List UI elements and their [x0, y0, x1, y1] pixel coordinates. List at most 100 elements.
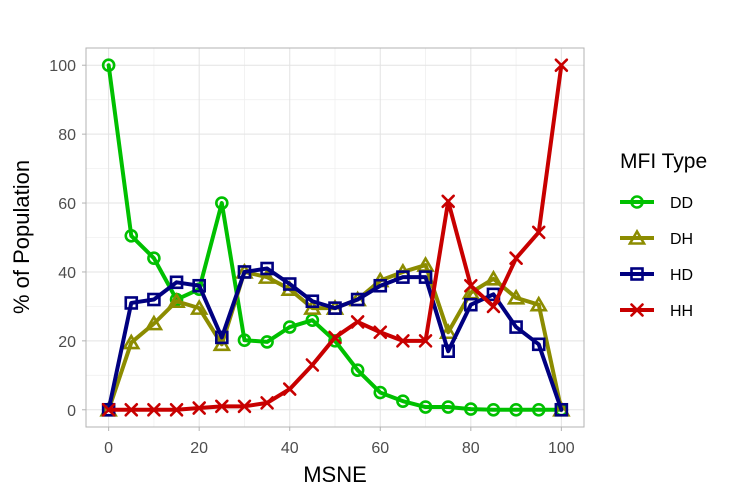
x-tick-label: 60 — [371, 440, 389, 457]
data-point-dh — [506, 288, 526, 305]
legend: MFI Type DD DH HD HH — [620, 150, 707, 320]
y-tick-label: 0 — [67, 403, 76, 420]
series-line-dd — [106, 63, 564, 412]
data-point-hd — [396, 270, 410, 284]
y-tick-label: 40 — [58, 265, 76, 282]
legend-item-dh: DH — [620, 228, 693, 248]
data-point-hd — [237, 265, 252, 279]
data-point-dd — [260, 335, 274, 349]
data-point-hd — [418, 270, 433, 284]
data-point-hd — [215, 330, 229, 345]
data-point-dd — [418, 400, 433, 414]
data-point-hh — [531, 225, 546, 240]
legend-label-dd: DD — [670, 195, 693, 212]
data-point-dd — [124, 228, 139, 243]
data-point-hh — [328, 330, 342, 345]
data-point-hh — [260, 396, 274, 410]
y-tick-label: 100 — [49, 58, 76, 75]
data-point-hh — [554, 58, 569, 73]
data-point-dh — [122, 333, 141, 350]
data-point-hh — [396, 334, 410, 348]
data-point-hh — [101, 402, 116, 417]
data-point-dd — [373, 385, 388, 400]
x-tick-label: 80 — [462, 440, 480, 457]
data-point-dd — [531, 402, 546, 417]
data-point-hh — [282, 382, 297, 396]
legend-item-hh: HH — [620, 303, 693, 320]
data-point-hd — [531, 337, 546, 352]
data-point-hh — [350, 315, 365, 329]
data-point-hh — [215, 399, 229, 414]
legend-label-dh: DH — [670, 231, 693, 248]
series-dd — [101, 58, 569, 417]
legend-item-hd: HD — [620, 267, 693, 284]
data-point-hh — [486, 299, 501, 314]
legend-label-hh: HH — [670, 303, 693, 320]
panel-border — [85, 47, 585, 428]
data-point-hd — [147, 292, 161, 307]
x-tick-label: 20 — [190, 440, 208, 457]
data-point-dd — [441, 400, 455, 414]
y-axis-ticks: 0 20 40 60 80 100 — [49, 58, 86, 420]
legend-keys: DD DH HD HH — [620, 195, 693, 320]
data-point-dh — [144, 314, 164, 331]
data-point-hd — [169, 275, 184, 290]
x-tick-label: 100 — [548, 440, 575, 457]
data-point-hd — [282, 277, 297, 291]
data-point-dd — [215, 196, 229, 210]
data-point-dh — [529, 295, 548, 312]
data-point-hh — [509, 251, 523, 265]
data-point-dd — [350, 363, 365, 377]
data-point-hd — [124, 296, 139, 310]
legend-marker-dh — [627, 228, 647, 245]
data-point-dh — [167, 292, 186, 309]
data-point-dd — [282, 320, 297, 334]
legend-marker-dd — [630, 195, 644, 209]
major-grid — [86, 48, 584, 427]
data-point-dd — [396, 394, 410, 408]
data-point-dd — [147, 251, 161, 265]
data-point-hh — [192, 401, 206, 415]
data-point-dh — [257, 268, 277, 284]
y-tick-label: 20 — [58, 334, 76, 351]
data-point-hd — [192, 278, 206, 293]
data-point-hh — [373, 325, 388, 340]
legend-marker-hd — [630, 267, 644, 281]
legend-marker-hh — [630, 303, 644, 317]
series-hh — [101, 58, 569, 417]
legend-title: MFI Type — [620, 150, 707, 173]
data-point-hd — [260, 261, 274, 276]
data-point-dd — [237, 333, 252, 347]
data-point-dd — [486, 402, 501, 417]
legend-label-hd: HD — [670, 267, 693, 284]
data-point-hd — [350, 292, 365, 307]
data-point-hd — [441, 344, 455, 359]
data-point-hh — [464, 278, 478, 293]
data-point-dd — [509, 402, 523, 417]
x-axis-ticks: 0 20 40 60 80 100 — [104, 427, 575, 457]
data-point-hh — [441, 194, 455, 209]
data-point-dh — [189, 299, 209, 315]
x-tick-label: 40 — [281, 440, 299, 457]
data-point-hd — [464, 297, 478, 312]
data-point-hh — [418, 334, 433, 348]
data-point-dd — [101, 58, 116, 73]
data-point-dh — [484, 269, 503, 286]
data-point-hd — [328, 301, 342, 315]
x-tick-label: 0 — [104, 440, 113, 457]
data-point-dh — [438, 323, 458, 340]
data-point-hd — [509, 320, 523, 334]
y-tick-label: 80 — [58, 127, 76, 144]
data-point-hh — [124, 402, 139, 417]
data-point-dd — [464, 402, 478, 416]
data-point-hd — [554, 402, 569, 417]
data-point-hh — [169, 402, 184, 417]
data-point-hd — [373, 278, 388, 293]
data-point-hh — [305, 358, 320, 372]
y-tick-label: 60 — [58, 196, 76, 213]
series-layer — [99, 58, 571, 417]
legend-item-dd: DD — [620, 195, 693, 212]
data-point-hd — [305, 294, 320, 309]
data-point-hh — [147, 402, 161, 417]
